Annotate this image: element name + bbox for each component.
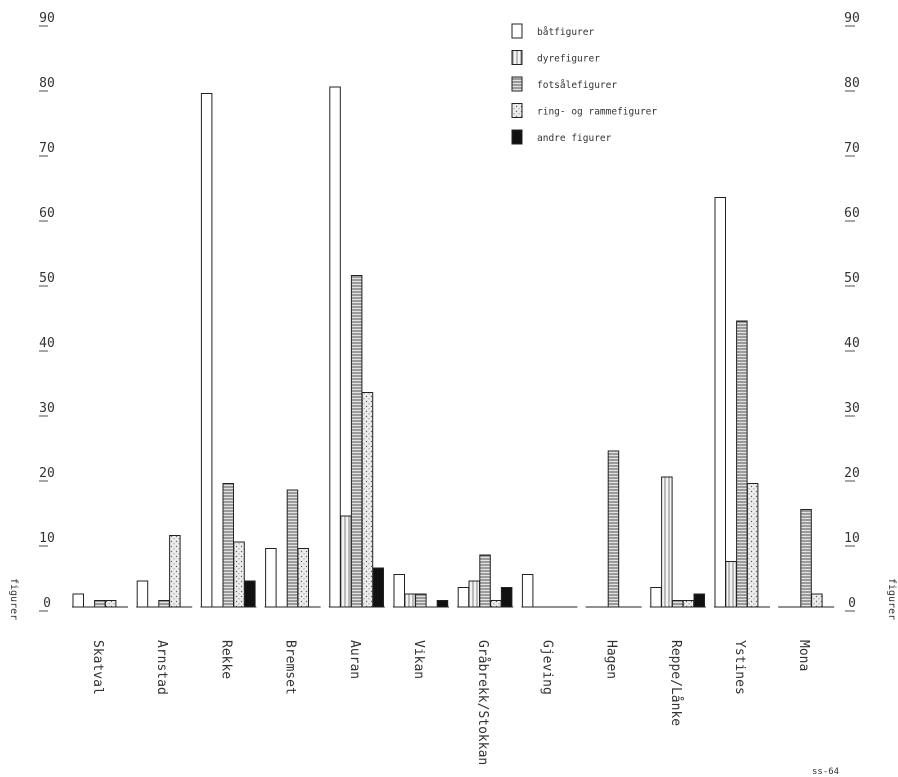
bar-ystines-dyrefigurer [725,561,737,608]
bar-arnstad-batfigurer [136,580,149,608]
legend-swatch-fotsalefigurer [511,76,523,92]
bar-mona-ring-og-rammefigurer [811,593,823,608]
x-label-skatval: Skatval [90,640,105,695]
right-tick-label-60: 60 [844,206,860,221]
right-tick-label-20: 20 [844,466,860,481]
right-tick-label-0: 0 [848,596,856,611]
bar-grabrekk-stokkan-batfigurer [457,587,470,608]
right-y-axis: 0 10 20 30 40 50 60 70 80 90 [844,11,860,612]
legend-label-ring-og-rammefigurer: ring- og rammefigurer [537,107,657,118]
x-label-reppe-lanke: Reppe/Lånke [668,640,683,726]
legend-label-fotsalefigurer: fotsålefigurer [537,80,617,91]
bar-vikan-fotsalefigurer [415,593,427,608]
x-label-gjeving: Gjeving [539,640,554,695]
right-tick-label-10: 10 [844,531,860,546]
left-y-axis-title: figurer [8,578,19,620]
figure-number: ss-64 [812,767,839,777]
left-tick-label-0: 0 [43,596,51,611]
bar-ystines-ring-og-rammefigurer [746,483,759,608]
bar-auran-batfigurer [329,86,341,608]
x-label-bremset: Bremset [283,640,298,695]
bar-rekke-fotsalefigurer [222,483,234,608]
bar-auran-andre-figurer [372,567,384,608]
bar-ystines-fotsalefigurer [736,320,748,608]
bar-rekke-batfigurer [200,93,213,608]
bar-reppe-lanke-fotsalefigurer [671,600,684,608]
bar-rekke-andre-figurer [244,580,256,608]
bar-skatval-ring-og-rammefigurer [104,600,117,608]
left-tick-label-40: 40 [39,336,55,351]
x-axis-labels: Skatval Arnstad Rekke Bremset Auran Vikan Gråb… [90,640,811,765]
bar-skatval-batfigurer [72,593,84,608]
bars-area [72,86,835,608]
bar-bremset-fotsalefigurer [286,489,299,608]
left-tick-label-60: 60 [39,206,55,221]
x-label-hagen: Hagen [604,640,619,679]
left-tick-label-50: 50 [39,271,55,286]
x-label-auran: Auran [347,640,362,679]
bar-auran-ring-og-rammefigurer [361,392,374,608]
bar-grabrekk-stokkan-dyrefigurer [468,580,480,608]
legend-swatch-batfigurer [511,23,523,39]
bar-grabrekk-stokkan-ring-og-rammefigurer [490,600,502,608]
left-tick-label-80: 80 [39,76,55,91]
bar-mona-fotsalefigurer [800,509,812,608]
right-tick-label-80: 80 [844,76,860,91]
x-label-rekke: Rekke [218,640,233,679]
x-label-mona: Mona [796,640,811,671]
bar-vikan-andre-figurer [436,600,449,608]
bar-auran-fotsalefigurer [350,275,363,608]
left-y-axis: 0 10 20 30 40 50 60 70 80 90 [39,11,55,612]
bar-auran-dyrefigurer [340,515,352,608]
bar-reppe-lanke-dyrefigurer [661,476,673,608]
legend-swatch-dyrefigurer [511,50,523,65]
x-label-vikan: Vikan [411,640,426,679]
bar-arnstad-ring-og-rammefigurer [169,535,181,608]
right-tick-label-50: 50 [844,271,860,286]
left-tick-label-90: 90 [39,11,55,26]
bar-gjeving-batfigurer [521,574,534,608]
bar-rekke-ring-og-rammefigurer [233,541,245,608]
bar-grabrekk-stokkan-andre-figurer [500,587,513,608]
right-tick-label-30: 30 [844,401,860,416]
bar-ystines-batfigurer [714,197,726,608]
bar-reppe-lanke-andre-figurer [693,593,705,608]
bar-bremset-ring-og-rammefigurer [297,548,309,608]
left-tick-label-30: 30 [39,401,55,416]
right-tick-label-70: 70 [844,141,860,156]
x-label-ystines: Ystines [732,640,747,695]
bar-bremset-batfigurer [265,548,277,608]
bar-vikan-batfigurer [393,574,405,608]
x-label-grabrekk-stokkan: Gråbrekk/Stokkan [475,640,490,765]
bar-skatval-fotsalefigurer [94,600,106,608]
legend: båtfigurer dyrefigurer fotsålefigurer ring-… [511,23,657,145]
legend-label-dyrefigurer: dyrefigurer [537,54,600,65]
legend-swatch-andre-figurer [511,129,523,145]
legend-label-andre-figurer: andre figurer [537,133,612,144]
left-tick-label-20: 20 [39,466,55,481]
left-tick-label-70: 70 [39,141,55,156]
right-tick-label-40: 40 [844,336,860,351]
x-label-arnstad: Arnstad [154,640,169,695]
bar-reppe-lanke-ring-og-rammefigurer [682,600,695,608]
bar-arnstad-fotsalefigurer [158,600,170,608]
bar-reppe-lanke-batfigurer [650,587,662,608]
bar-vikan-dyrefigurer [404,593,416,608]
right-tick-label-90: 90 [844,11,860,26]
bar-grabrekk-stokkan-fotsalefigurer [479,554,491,608]
legend-swatch-ring-og-rammefigurer [511,103,523,118]
left-tick-label-10: 10 [39,531,55,546]
legend-label-batfigurer: båtfigurer [537,27,594,38]
bar-hagen-fotsalefigurer [607,450,620,608]
right-y-axis-title: figurer [886,578,897,620]
